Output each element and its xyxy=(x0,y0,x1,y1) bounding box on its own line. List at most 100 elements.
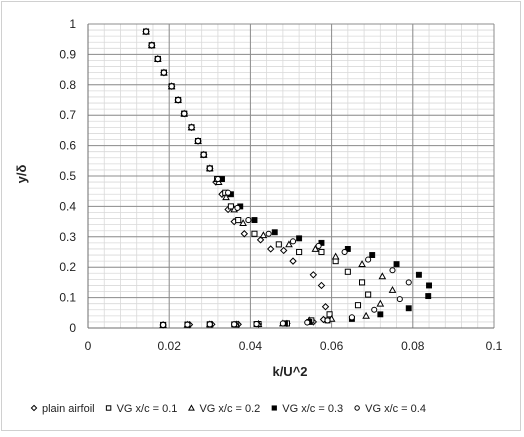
y-tick-label: 0.2 xyxy=(59,260,76,274)
x-tick-label: 0 xyxy=(85,339,92,353)
series-5 xyxy=(143,28,412,329)
y-tick-label: 0.6 xyxy=(59,139,76,153)
data-point xyxy=(296,248,303,256)
data-point xyxy=(160,69,167,76)
x-tick-label: 0.08 xyxy=(401,339,425,353)
y-tick-label: 0 xyxy=(69,321,76,335)
data-point xyxy=(175,96,182,104)
data-point xyxy=(324,317,331,324)
data-point xyxy=(289,238,297,245)
data-point xyxy=(405,279,412,286)
data-point xyxy=(309,271,318,279)
data-point xyxy=(365,256,372,263)
data-point xyxy=(222,193,230,201)
data-point xyxy=(206,321,213,328)
y-tick-label: 0.4 xyxy=(59,199,76,213)
y-tick-label: 0.3 xyxy=(59,230,76,244)
data-point xyxy=(358,260,366,268)
scatter-chart: 0 0.02 0.04 0.06 0.08 0.1 0 0.1 0.2 0.3 0.4 0.5 0.6 0… xyxy=(14,17,503,415)
data-point xyxy=(311,244,320,252)
legend-item-2: VG x/c = 0.1 xyxy=(105,403,177,415)
data-point xyxy=(396,296,403,303)
legend-item-3: VG x/c = 0.2 xyxy=(187,403,260,415)
data-point xyxy=(415,271,422,278)
legend-marker xyxy=(105,405,112,411)
series-1 xyxy=(142,27,330,329)
data-point xyxy=(304,319,311,326)
y-tick-label: 0.5 xyxy=(59,169,76,183)
data-point xyxy=(317,281,326,290)
x-tick-label: 0.02 xyxy=(158,339,182,353)
data-point xyxy=(160,321,167,329)
chart-frame: 0 0.02 0.04 0.06 0.08 0.1 0 0.1 0.2 0.3 0.4 0.5 0.6 0… xyxy=(1,1,521,431)
data-point xyxy=(425,293,432,300)
data-point xyxy=(240,230,249,238)
legend-item-4: VG x/c = 0.3 xyxy=(271,403,343,415)
tick-labels: 0 0.02 0.04 0.06 0.08 0.1 0 0.1 0.2 0.3 0.4 0.5 0.6 0… xyxy=(59,17,502,353)
x-axis-label: k/U^2 xyxy=(272,364,307,379)
data-point xyxy=(239,219,247,227)
data-point xyxy=(279,320,286,327)
legend-label: plain airfoil xyxy=(42,403,95,415)
data-point xyxy=(181,110,188,117)
data-point xyxy=(285,240,293,248)
data-point xyxy=(354,302,362,309)
data-point xyxy=(359,279,366,286)
data-point xyxy=(251,217,258,224)
data-point xyxy=(296,235,303,242)
series-4 xyxy=(143,28,432,328)
data-point xyxy=(405,305,412,312)
data-point xyxy=(227,203,234,210)
data-point xyxy=(253,320,260,328)
legend-label: VG x/c = 0.3 xyxy=(282,403,343,415)
data-point xyxy=(266,245,275,253)
data-point xyxy=(259,231,268,239)
data-point xyxy=(369,252,376,258)
legend-item-5: VG x/c = 0.4 xyxy=(354,403,426,415)
data-point xyxy=(289,257,297,265)
data-point xyxy=(376,299,385,307)
data-point xyxy=(331,252,340,260)
legend-item-1: plain airfoil xyxy=(30,403,95,415)
data-point xyxy=(341,248,348,256)
data-point xyxy=(371,306,378,313)
data-point xyxy=(200,151,207,158)
data-point xyxy=(245,217,252,224)
data-point xyxy=(321,303,330,311)
data-point xyxy=(235,217,242,224)
axes xyxy=(87,24,494,329)
data-point xyxy=(377,311,384,318)
x-tick-label: 0.04 xyxy=(239,339,263,353)
data-points xyxy=(142,27,432,329)
data-point xyxy=(154,55,161,63)
legend: plain airfoil VG x/c = 0.1 VG x/c = 0.2 VG … xyxy=(30,403,426,415)
data-point xyxy=(188,124,195,131)
data-point xyxy=(271,229,278,236)
legend-marker xyxy=(354,405,360,411)
data-point xyxy=(214,175,221,183)
data-point xyxy=(365,291,372,298)
data-point xyxy=(393,261,400,268)
data-point xyxy=(344,268,351,275)
data-point xyxy=(318,248,325,256)
data-point xyxy=(184,321,191,328)
data-point xyxy=(148,42,155,49)
series-3 xyxy=(142,27,397,328)
y-tick-label: 0.7 xyxy=(59,108,76,122)
y-axis-label: y/δ xyxy=(14,165,29,184)
data-point xyxy=(362,311,370,319)
y-tick-label: 0.8 xyxy=(59,78,76,92)
data-point xyxy=(168,83,175,90)
series-2 xyxy=(143,28,372,329)
legend-marker xyxy=(30,404,38,412)
data-point xyxy=(256,236,265,244)
x-tick-label: 0.1 xyxy=(486,339,503,353)
data-point xyxy=(378,272,387,280)
data-point xyxy=(279,246,288,255)
data-point xyxy=(194,137,202,145)
data-point xyxy=(225,189,232,196)
y-tick-label: 0.1 xyxy=(59,291,76,305)
data-point xyxy=(275,241,282,248)
legend-label: VG x/c = 0.4 xyxy=(365,403,426,415)
x-tick-label: 0.06 xyxy=(320,339,344,353)
